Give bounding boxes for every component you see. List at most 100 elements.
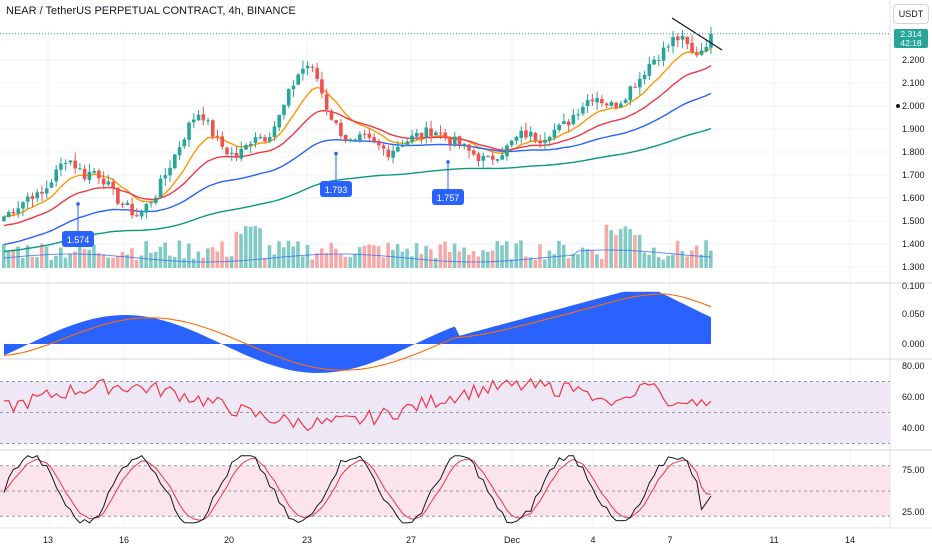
candle-body — [438, 132, 443, 134]
candle-body — [614, 102, 618, 108]
candle-body — [120, 203, 125, 206]
volume-bar — [666, 255, 670, 268]
candle-body — [381, 145, 386, 149]
price-tick-label: 1.500 — [902, 216, 925, 226]
volume-bar — [623, 226, 628, 268]
volume-bar — [618, 229, 623, 268]
candle-body — [699, 50, 704, 55]
moving-averages — [3, 47, 712, 253]
candle-body — [291, 85, 296, 90]
candle-body — [638, 78, 642, 88]
time-axis: 13 16 20 23 27 Dec 4 7 11 14 — [43, 535, 855, 545]
price-tick-label: 1.800 — [902, 147, 925, 157]
candle-body — [519, 130, 524, 138]
candle-body — [324, 94, 329, 110]
volume-bar — [262, 258, 267, 268]
volume-bar — [604, 224, 609, 268]
candle-body — [452, 136, 457, 145]
candle-body — [666, 46, 671, 48]
candle-body — [704, 46, 709, 52]
candle-body — [424, 127, 429, 138]
volume-bar — [253, 226, 258, 268]
price-tick-label: 2.000 — [902, 101, 925, 111]
candle-body — [87, 171, 92, 180]
time-tick-label: 16 — [119, 535, 129, 545]
candle-body — [187, 122, 191, 140]
volume-bar — [500, 245, 504, 268]
volume-bar — [547, 250, 552, 268]
volume-bar — [633, 235, 637, 268]
volume-bar — [372, 245, 376, 268]
volume-bar — [448, 251, 452, 268]
time-tick-label: 11 — [769, 535, 778, 545]
last-price-badge — [894, 29, 928, 48]
volume-bar — [206, 248, 210, 268]
volume-bar — [542, 259, 547, 268]
candle-body — [310, 66, 315, 68]
candle-body — [267, 137, 272, 142]
volume-bar — [533, 259, 538, 268]
volume-bar — [239, 233, 243, 268]
candle-body — [623, 99, 628, 104]
volume-bar — [39, 243, 44, 268]
candle-body — [690, 42, 694, 53]
volume-bar — [552, 254, 557, 268]
candle-body — [528, 131, 533, 137]
time-tick-label: 20 — [224, 535, 234, 545]
candle-body — [154, 197, 158, 203]
volume-bar — [291, 246, 296, 268]
volume-bar — [267, 245, 272, 268]
candle-body — [35, 192, 40, 199]
volume-bar — [566, 258, 571, 268]
candle-body — [604, 103, 609, 106]
volume-bar — [125, 254, 129, 268]
volume-bar — [376, 246, 381, 268]
rsi-pane: 80.00 60.00 40.00 — [0, 361, 925, 444]
volume-bar — [16, 246, 20, 268]
candle-body — [671, 37, 675, 47]
rsi-tick-label: 40.00 — [902, 423, 925, 433]
volume-bar — [120, 252, 125, 268]
candle-body — [633, 86, 637, 88]
candle-body — [348, 139, 353, 142]
candle-body — [581, 106, 585, 114]
volume-bar — [481, 250, 485, 268]
volume-bar — [139, 255, 144, 268]
candle-body — [182, 139, 187, 147]
currency-button[interactable]: USDT — [893, 4, 929, 24]
candle-body — [163, 175, 168, 179]
volume-bar — [182, 258, 186, 268]
volume-bar — [144, 241, 148, 268]
candle-body — [248, 143, 253, 146]
candle-body — [286, 88, 291, 106]
volume-bar — [590, 250, 594, 268]
price-tick-label: 2.100 — [902, 78, 925, 88]
candle-body — [571, 114, 576, 124]
candle-body — [415, 132, 419, 137]
volume-bar — [443, 241, 447, 268]
candle-body — [343, 135, 348, 141]
candle-body — [339, 122, 343, 137]
volume-bar — [471, 251, 476, 268]
rsi-line — [3, 377, 712, 432]
volume-bar — [523, 256, 528, 268]
candle-body — [168, 167, 172, 176]
candle-body — [661, 47, 666, 61]
volume-bar — [149, 252, 153, 268]
candle-body — [585, 100, 590, 107]
volume-bar — [101, 254, 106, 268]
candle-body — [101, 178, 106, 185]
volume-bar — [576, 254, 580, 268]
last-price-value: 2.314 — [900, 29, 922, 39]
time-tick-label: 13 — [43, 535, 53, 545]
volume-bar — [63, 257, 68, 268]
volume-bar — [111, 257, 115, 268]
candle-body — [16, 208, 21, 214]
macd-pane: 0.100 0.050 0.000 — [3, 281, 925, 373]
volume-bar — [571, 253, 575, 268]
candle-body — [21, 202, 25, 209]
volume-bar — [410, 256, 414, 268]
candle-body — [694, 53, 699, 56]
candle-body — [410, 135, 414, 142]
